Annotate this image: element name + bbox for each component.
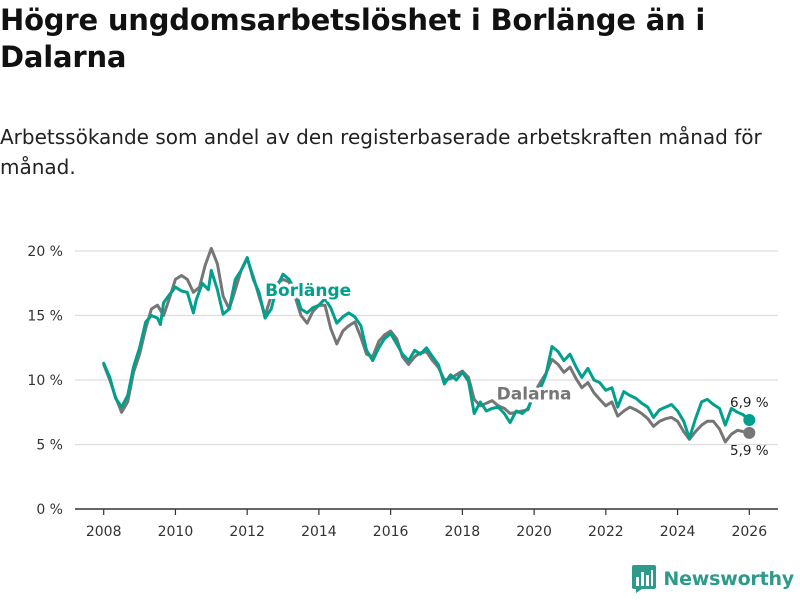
x-tick-label: 2008 — [86, 524, 122, 540]
chart-title: Högre ungdomsarbetslöshet i Borlänge än … — [0, 3, 706, 74]
chart-subtitle: Arbetssökande som andel av den registerb… — [0, 125, 762, 179]
x-tick-label: 2024 — [660, 524, 696, 540]
x-tick-label: 2012 — [229, 524, 265, 540]
series-lines — [102, 246, 756, 444]
dalarna-series-label: Dalarna — [497, 384, 572, 404]
y-tick-label: 10 % — [27, 373, 63, 389]
brand-name[interactable]: Newsworthy — [663, 568, 794, 590]
borlange-end-value-label: 6,9 % — [730, 395, 769, 411]
y-tick-label: 0 % — [36, 502, 63, 518]
newsworthy-brand[interactable]: Newsworthy — [632, 564, 794, 594]
x-tick-label: 2018 — [445, 524, 481, 540]
y-tick-label: 5 % — [36, 438, 63, 454]
x-tick-label: 2014 — [301, 524, 337, 540]
borlange-end-dot — [743, 413, 756, 426]
x-tick-label: 2022 — [588, 524, 624, 540]
gridlines — [75, 250, 778, 446]
y-tick-label: 20 % — [27, 244, 63, 260]
borlange-series-label: Borlänge — [265, 281, 351, 301]
series-labels: 5,9 % 6,9 % Dalarna Borlänge — [262, 278, 769, 459]
dalarna-series-line — [102, 246, 751, 444]
dalarna-end-dot — [743, 426, 756, 439]
bar-chart-logo-icon — [632, 565, 657, 593]
x-tick-label: 2026 — [731, 524, 767, 540]
x-tick-label: 2010 — [158, 524, 194, 540]
borlange-series-line — [102, 256, 751, 440]
y-tick-label: 15 % — [27, 309, 63, 325]
axes: 0 % 5 % 10 % 15 % 20 % 2008 2010 2012 2014 2016 20… — [27, 244, 778, 540]
x-tick-label: 2016 — [373, 524, 409, 540]
dalarna-end-value-label: 5,9 % — [730, 443, 769, 459]
x-tick-label: 2020 — [516, 524, 552, 540]
